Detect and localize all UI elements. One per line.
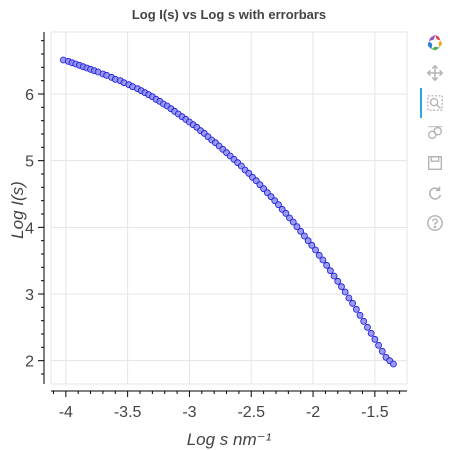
data-point bbox=[364, 323, 371, 331]
x-tick-label: -2 bbox=[306, 404, 320, 421]
data-point bbox=[289, 218, 297, 226]
wheel-zoom-icon[interactable] bbox=[424, 122, 446, 144]
data-point bbox=[297, 227, 305, 235]
y-tick-label: 3 bbox=[25, 287, 34, 304]
data-point bbox=[375, 341, 382, 349]
y-axis-label: Log I(s) bbox=[8, 181, 27, 239]
x-tick-label: -3.5 bbox=[114, 404, 142, 421]
x-tick-label: -2.5 bbox=[237, 404, 265, 421]
y-tick-label: 2 bbox=[25, 354, 34, 371]
data-point bbox=[367, 329, 375, 337]
grid bbox=[51, 32, 407, 384]
data-point bbox=[378, 347, 386, 355]
data-point bbox=[319, 256, 327, 264]
x-tick-label: -1.5 bbox=[361, 404, 389, 421]
data-point bbox=[341, 288, 349, 296]
data-point bbox=[334, 277, 342, 285]
y-tick-label: 6 bbox=[25, 87, 34, 104]
data-point bbox=[275, 201, 282, 209]
data-point bbox=[301, 232, 308, 240]
data-point bbox=[282, 209, 290, 217]
data-point bbox=[330, 272, 338, 280]
axes: -4 -3.5 -3 -2.5 -2 -1.5 2 3 4 5 6 bbox=[25, 32, 407, 421]
data-point bbox=[304, 237, 312, 245]
data-point bbox=[371, 335, 379, 343]
data-point bbox=[293, 223, 301, 231]
data-point bbox=[390, 360, 397, 368]
bokeh-logo-icon[interactable] bbox=[424, 32, 446, 54]
data-point bbox=[349, 299, 357, 307]
data-point bbox=[312, 246, 319, 254]
chart-title: Log I(s) vs Log s with errorbars bbox=[132, 7, 326, 22]
data-point bbox=[326, 267, 334, 275]
plot-frame bbox=[50, 31, 408, 385]
chart-svg: Log I(s) vs Log s with errorbars -4 -3.5-… bbox=[8, 7, 408, 449]
help-icon[interactable] bbox=[424, 212, 446, 234]
data-point bbox=[352, 305, 360, 313]
y-tick-label: 4 bbox=[25, 220, 34, 237]
data-point bbox=[315, 251, 323, 259]
active-tool-indicator bbox=[420, 88, 422, 118]
data-point bbox=[323, 261, 331, 269]
y-tick-label: 5 bbox=[25, 154, 34, 171]
data-point bbox=[345, 294, 353, 302]
data-point bbox=[356, 311, 364, 319]
data-point bbox=[338, 283, 345, 291]
save-icon[interactable] bbox=[424, 152, 446, 174]
x-tick-label: -4 bbox=[59, 404, 73, 421]
box-zoom-icon[interactable] bbox=[424, 92, 446, 114]
plot-toolbar bbox=[420, 30, 450, 250]
data-point bbox=[308, 241, 316, 249]
x-axis-label: Log s nm⁻¹ bbox=[187, 430, 272, 449]
pan-icon[interactable] bbox=[424, 62, 446, 84]
x-tick-label: -3 bbox=[182, 404, 196, 421]
reset-icon[interactable] bbox=[424, 182, 446, 204]
data-point bbox=[360, 317, 368, 325]
scatter-points bbox=[59, 56, 397, 368]
